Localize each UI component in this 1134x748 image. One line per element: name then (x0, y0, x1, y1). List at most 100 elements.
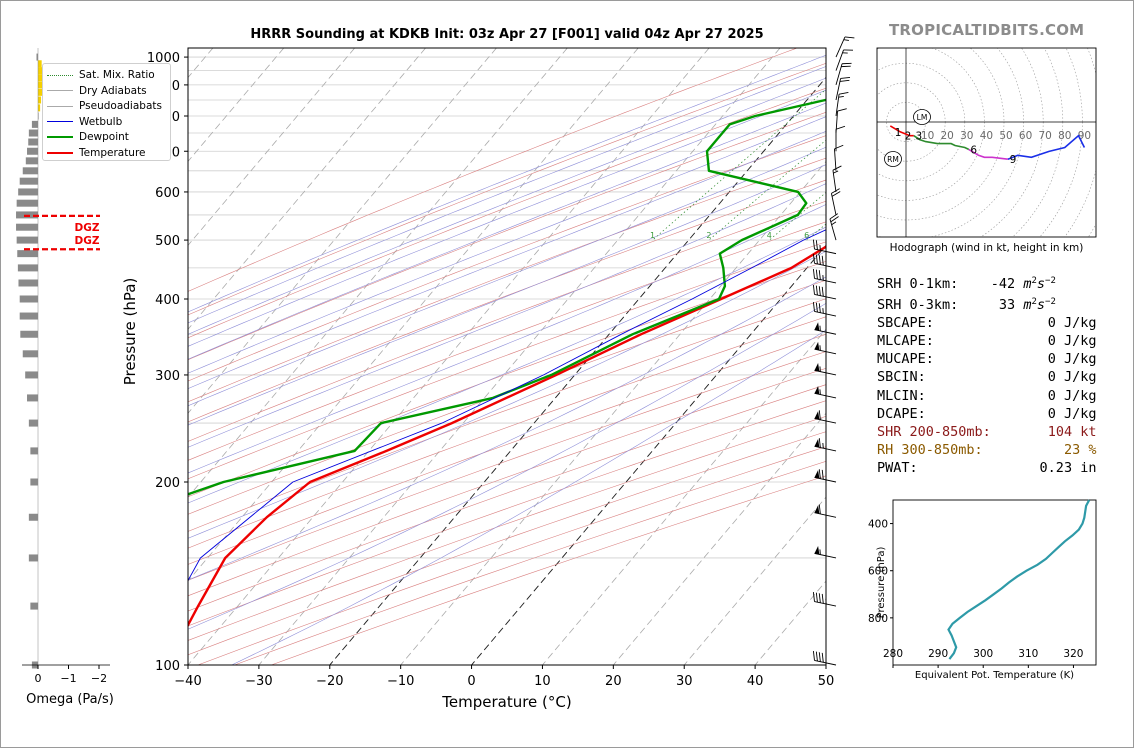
moist-adiabat (188, 89, 826, 347)
barb-flag (815, 651, 818, 662)
wetbulb-profile (188, 229, 826, 582)
dry-adiabat (188, 179, 826, 423)
wind-barb (814, 469, 837, 483)
dgz-label: DGZ (75, 222, 100, 234)
index-label: SBCIN: (877, 369, 926, 386)
dry-adiabat (188, 241, 826, 480)
y-tick-label: 1000 (147, 51, 180, 66)
dry-adiabat (188, 62, 826, 316)
mixing-ratio-line (904, 44, 1134, 240)
theta-e-border (892, 499, 1097, 666)
omega-tick-label: 0 (35, 672, 42, 685)
omega-bar (18, 279, 38, 287)
moist-adiabat (231, 329, 826, 665)
moist-adiabat (188, 183, 826, 448)
omega-bar (18, 188, 38, 196)
barb-flag (839, 79, 850, 82)
omega-tick-label: −2 (91, 672, 107, 685)
y-tick-label: 400 (155, 293, 180, 308)
barb-half (833, 170, 839, 174)
theta-e-x-tick-label: 310 (1018, 648, 1038, 660)
wind-barb (835, 92, 849, 117)
wind-barb (812, 268, 837, 284)
omega-bar (17, 250, 38, 258)
mixing-ratio-label: 16 (899, 231, 909, 240)
storm-motion-marker (884, 151, 902, 167)
barb-staff (835, 111, 838, 134)
barb-staff (814, 659, 837, 666)
omega-bar (38, 96, 42, 104)
mixing-ratio-label: 4 (767, 231, 772, 240)
isotherm-line (188, 48, 710, 665)
mixing-ratio-label: 6 (804, 231, 809, 240)
moist-adiabat (188, 276, 826, 581)
chart-legend: Sat. Mix. Ratio Dry Adiabats Pseudoadiabat… (42, 63, 171, 161)
legend-entry: Dry Adiabats (47, 84, 147, 98)
barb-half (822, 308, 824, 314)
barb-flag (818, 410, 821, 420)
wind-barb (830, 188, 841, 216)
hodograph-ring-label: 30 (960, 130, 973, 142)
index-label: SRH 0-1km: (877, 276, 959, 292)
barb-pennant (814, 341, 820, 351)
barb-staff (835, 94, 840, 117)
sounding-indices: SRH 0-1km: -42 m2s−2 SRH 0-3km: 33 m2s−2 S… (877, 272, 1096, 477)
isotherm-line (542, 328, 826, 665)
index-label: SHR 200-850mb: (877, 423, 991, 440)
theta-e-panel: 280 290 300 310 320 400 600 800 Equivalent Pot. … (868, 499, 1097, 681)
index-row: SBCIN: 0 J/kg (877, 368, 1096, 386)
barb-flag (812, 253, 815, 264)
wind-barb (814, 410, 837, 424)
moist-adiabat (188, 302, 826, 630)
barb-half (831, 221, 837, 226)
index-label: DCAPE: (877, 405, 926, 422)
isotherm-line (683, 496, 826, 665)
index-row: MLCAPE: 0 J/kg (877, 332, 1096, 350)
wind-barb (812, 592, 837, 607)
barb-flag (815, 285, 818, 296)
moist-adiabat (188, 77, 826, 335)
barb-flag (831, 191, 841, 197)
barb-half (822, 442, 824, 449)
theta-e-profile (947, 499, 1091, 660)
index-label: MLCAPE: (877, 333, 934, 350)
dry-adiabat (188, 400, 826, 627)
theta-e-x-tick-label: 290 (928, 648, 948, 660)
omega-bar (28, 138, 38, 146)
wind-barb (835, 108, 847, 134)
index-label: PWAT: (877, 459, 918, 476)
index-value: 23 % (982, 441, 1097, 458)
dry-adiabat (188, 87, 826, 339)
omega-bar (28, 554, 38, 562)
isotherm-line (400, 160, 826, 665)
barb-half (819, 325, 821, 331)
isotherm-line (188, 48, 426, 330)
hodograph-ring-label: 10 (921, 130, 934, 142)
index-row: SBCAPE: 0 J/kg (877, 314, 1096, 332)
index-value: 0 J/kg (925, 369, 1097, 386)
omega-bar (16, 223, 38, 231)
theta-e-x-tick-label: 280 (883, 648, 903, 660)
wind-barb (812, 284, 837, 300)
chart-title: HRRR Sounding at KDKB Init: 03z Apr 27 [… (250, 27, 764, 42)
hodograph-ring-label: 70 (1039, 130, 1052, 142)
barb-flag (818, 469, 821, 479)
isotherm-line (188, 48, 355, 246)
mixing-ratio-line (927, 44, 1134, 240)
index-row: SHR 200-850mb: 104 kt (877, 423, 1096, 441)
barb-flag (815, 269, 818, 280)
omega-bar (20, 330, 38, 338)
barb-pennant (814, 438, 820, 448)
barb-flag (840, 76, 851, 79)
dry-adiabat (188, 157, 826, 403)
dewpoint-profile (188, 98, 826, 496)
barb-pennant (814, 322, 820, 331)
barb-half (819, 549, 821, 555)
mixing-ratio-label: 2 (706, 231, 711, 240)
hodograph-ring-label: 40 (980, 130, 993, 142)
barb-staff (814, 277, 837, 284)
legend-label: Pseudoadiabats (79, 100, 162, 112)
mixing-ratio-line (856, 44, 1099, 240)
